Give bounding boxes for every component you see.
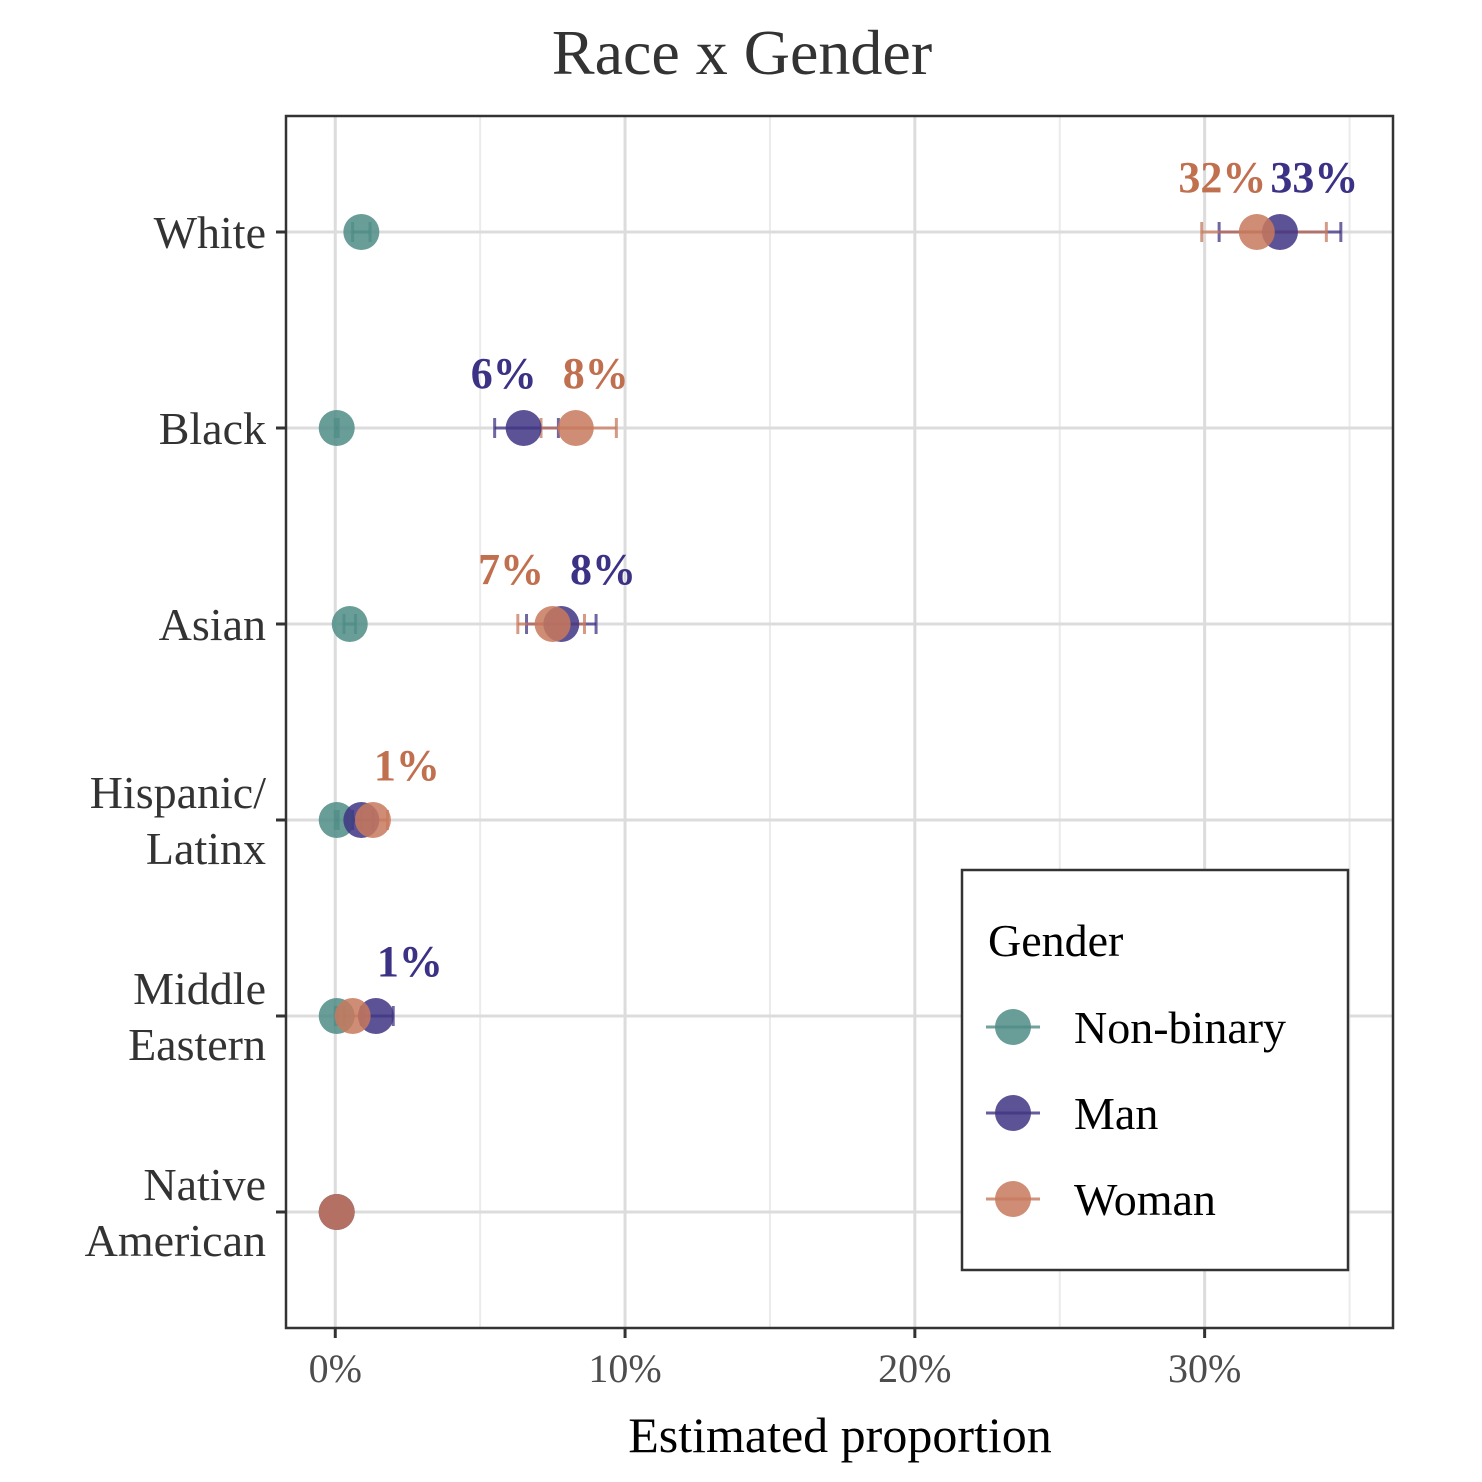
value-label: 1% <box>377 937 443 986</box>
legend-items: Non-binary Man Woman <box>986 1002 1286 1225</box>
value-label: 7% <box>478 545 544 594</box>
legend: Gender Non-binary Man Woman <box>960 868 1350 1272</box>
data-point <box>343 214 380 250</box>
value-label: 8% <box>563 349 629 398</box>
data-point <box>354 802 391 838</box>
category-label: White <box>154 207 266 258</box>
data-point <box>318 802 355 838</box>
data-point <box>557 410 594 446</box>
category-label: Eastern <box>128 1019 266 1070</box>
value-label: 32% <box>1178 153 1266 202</box>
legend-title: Gender <box>988 915 1123 966</box>
x-tick-label: 10% <box>588 1346 661 1391</box>
legend-key-point <box>995 1009 1031 1045</box>
legend-item: Man <box>986 1088 1158 1139</box>
value-label: 6% <box>471 349 537 398</box>
category-label: American <box>85 1215 266 1266</box>
data-point <box>318 1194 355 1230</box>
x-tick-label: 20% <box>878 1346 951 1391</box>
x-axis-title: Estimated proportion <box>628 1407 1052 1463</box>
value-label-layer: 32% 33% 6% 8% 7% 8% 1% 1% <box>374 153 1358 986</box>
category-label: Native <box>143 1159 266 1210</box>
plot-border <box>284 114 1395 1330</box>
legend-key-point <box>995 1095 1031 1131</box>
legend-item: Non-binary <box>986 1002 1286 1053</box>
data-point <box>505 410 542 446</box>
value-label: 8% <box>570 545 636 594</box>
y-axis: White Black Asian Hispanic/Latinx MiddleEast… <box>85 207 286 1266</box>
legend-item: Woman <box>986 1174 1216 1225</box>
category-label: Asian <box>159 599 266 650</box>
legend-label: Man <box>1074 1088 1158 1139</box>
point-layer <box>318 214 1298 1230</box>
value-label: 33% <box>1270 153 1358 202</box>
legend-label: Non-binary <box>1074 1002 1286 1053</box>
legend-key-point <box>995 1181 1031 1217</box>
x-axis: 0% 10% 20% 30% <box>309 1328 1241 1391</box>
category-label: Black <box>159 403 266 454</box>
x-tick-label: 30% <box>1168 1346 1241 1391</box>
legend-label: Woman <box>1074 1174 1216 1225</box>
x-tick-label: 0% <box>309 1346 362 1391</box>
category-label: Middle <box>133 963 266 1014</box>
data-point <box>318 410 355 446</box>
category-label: Latinx <box>146 823 266 874</box>
chart-title: Race x Gender <box>552 17 932 88</box>
data-point <box>1238 214 1275 250</box>
data-point <box>334 998 371 1034</box>
data-point <box>331 606 368 642</box>
value-label: 1% <box>374 741 440 790</box>
data-point <box>534 606 571 642</box>
category-label: Hispanic/ <box>90 767 267 818</box>
